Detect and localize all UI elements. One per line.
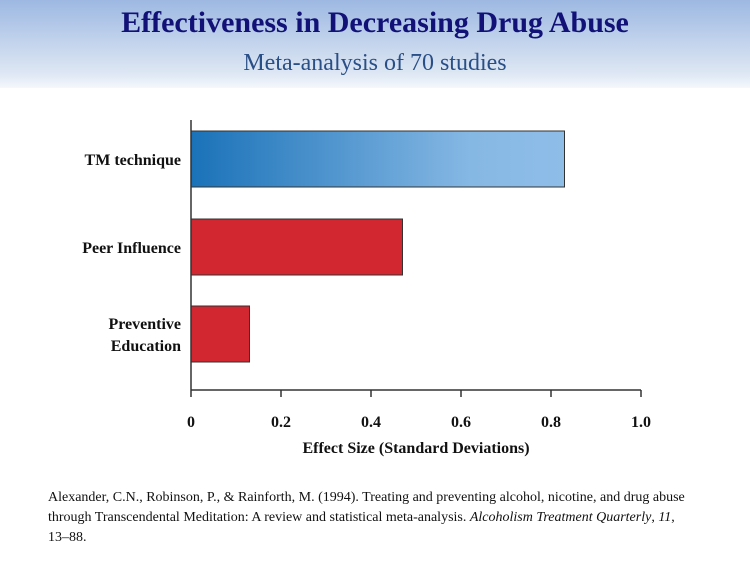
- category-label: TM technique: [85, 152, 181, 169]
- page-subtitle: Meta-analysis of 70 studies: [243, 50, 507, 76]
- citation-volume: 11: [658, 510, 672, 525]
- category-label: Preventive: [108, 316, 181, 333]
- page-title: Effectiveness in Decreasing Drug Abuse: [121, 6, 629, 39]
- x-tick-label: 0.4: [361, 414, 381, 431]
- x-axis-label: Effect Size (Standard Deviations): [302, 440, 529, 457]
- x-tick-label: 0.6: [451, 414, 471, 431]
- category-label: Education: [111, 338, 181, 355]
- category-label: Peer Influence: [82, 240, 181, 257]
- citation-journal: Alcoholism Treatment Quarterly: [469, 510, 652, 525]
- x-tick-label: 1.0: [631, 414, 651, 431]
- header-band: Effectiveness in Decreasing Drug Abuse M…: [0, 0, 750, 88]
- citation-pages: , 13–88.: [48, 510, 675, 545]
- bar-2: [190, 305, 250, 363]
- x-tick-label: 0.2: [271, 414, 291, 431]
- bar-chart: TM technique Peer Influence Preventive Educ…: [82, 120, 651, 457]
- citation-sep: ,: [651, 510, 659, 525]
- bar-0: [190, 130, 565, 188]
- citation: Alexander, C.N., Robinson, P., & Rainfor…: [48, 488, 688, 548]
- x-tick-label: 0: [187, 414, 195, 431]
- x-tick-label: 0.8: [541, 414, 561, 431]
- citation-text: Alexander, C.N., Robinson, P., & Rainfor…: [48, 490, 685, 525]
- bar-1: [190, 218, 403, 276]
